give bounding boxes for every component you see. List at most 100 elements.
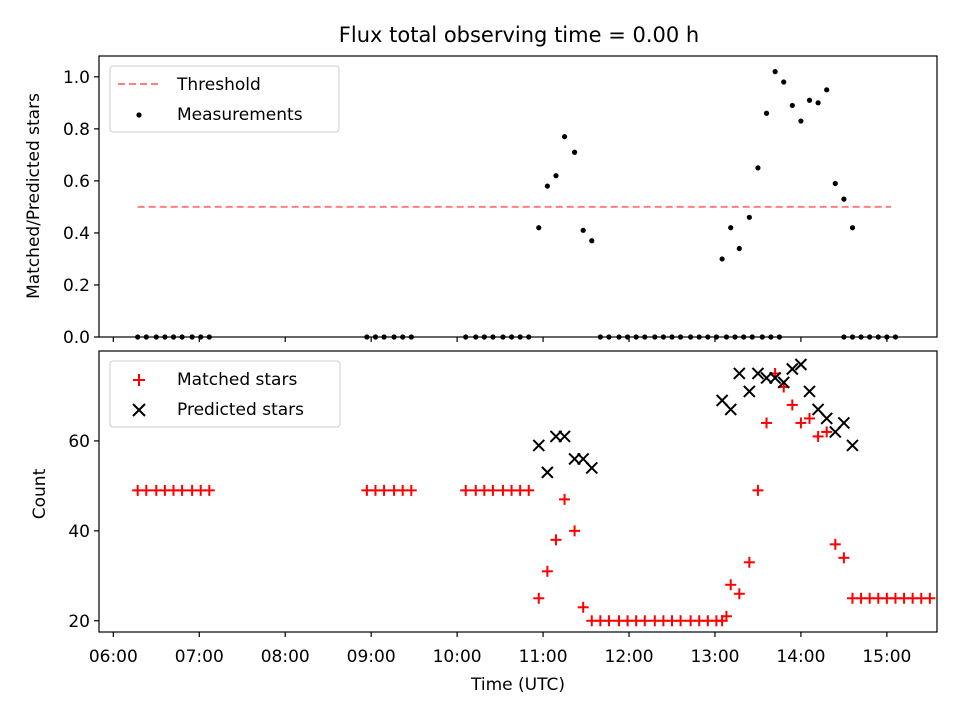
- bottom-panel: 20 40 60 06:00 07:00 08:00 09:00 10:00 11:00 12:…: [30, 350, 938, 695]
- predicted-star-point: [794, 358, 808, 371]
- bottom-legend-box: [109, 360, 341, 428]
- matched-star-point: [812, 430, 824, 442]
- matched-star-point: [838, 552, 850, 564]
- matched-star-point: [541, 565, 553, 577]
- bottom-legend: Matched stars Predicted stars: [109, 360, 341, 428]
- legend-matched-label: Matched stars: [177, 370, 297, 390]
- predicted-star-point: [532, 439, 545, 452]
- measurement-point: [571, 149, 578, 155]
- bottom-x-tick-label: 13:00: [690, 647, 739, 667]
- matched-star-point: [804, 412, 816, 424]
- measurement-point: [824, 87, 830, 93]
- measurement-point: [561, 134, 568, 140]
- bottom-x-tick-label: 09:00: [347, 647, 396, 667]
- matched-star-point: [460, 484, 472, 496]
- measurement-point: [763, 110, 770, 116]
- predicted-star-point: [768, 371, 782, 385]
- top-y-tick-label: 0.4: [63, 224, 90, 244]
- matched-star-point: [924, 592, 936, 604]
- matched-star-point: [550, 534, 562, 546]
- predicted-star-point: [820, 412, 833, 425]
- measurement-point: [580, 227, 586, 233]
- predicted-star-point: [751, 367, 765, 380]
- bottom-x-tick-label: 06:00: [89, 647, 138, 667]
- matched-star-point: [176, 484, 188, 496]
- matched-star-point: [720, 610, 732, 622]
- bottom-x-tick-label: 11:00: [519, 647, 568, 667]
- matched-star-point: [559, 493, 571, 505]
- measurement-point: [736, 245, 742, 252]
- legend-matched-swatch: [133, 374, 145, 386]
- matched-star-point: [821, 426, 833, 438]
- top-chart-title: Flux total observing time = 0.00 h: [339, 23, 699, 47]
- top-plot-frame: [98, 55, 938, 338]
- predicted-star-point: [777, 376, 790, 389]
- measurement-point: [815, 100, 821, 106]
- matched-star-point: [577, 601, 589, 613]
- matched-star-point: [786, 399, 798, 411]
- measurement-point: [772, 69, 778, 75]
- matched-star-point: [378, 484, 390, 496]
- predicted-star-point: [558, 430, 571, 443]
- legend-predicted-swatch: [132, 403, 146, 417]
- top-y-tick-label: 0.0: [63, 328, 90, 348]
- legend-threshold-label: Threshold: [176, 75, 261, 95]
- bottom-x-tick-label: 14:00: [776, 647, 825, 667]
- bottom-x-tick-label: 12:00: [605, 647, 654, 667]
- predicted-star-point: [786, 362, 799, 376]
- legend-measurements-swatch: [136, 112, 142, 118]
- predicted-star-point: [803, 385, 816, 398]
- measurement-point: [849, 225, 856, 231]
- predicted-star-point: [585, 461, 598, 475]
- bottom-x-axis: 06:00 07:00 08:00 09:00 10:00 11:00 12:00 13:00…: [89, 632, 911, 667]
- matched-star-point: [795, 417, 807, 429]
- matched-star-point: [829, 538, 841, 550]
- matched-star-point: [733, 588, 745, 600]
- bottom-y-axis-label: Count: [30, 468, 50, 519]
- top-y-tick-label: 0.8: [63, 120, 90, 140]
- count-points-layer: [132, 358, 936, 627]
- measurement-point: [789, 102, 795, 109]
- measurement-point: [755, 165, 761, 171]
- matched-star-point: [675, 615, 687, 627]
- bottom-x-axis-label: Time (UTC): [470, 675, 565, 695]
- matched-star-point: [405, 484, 417, 496]
- predicted-star-point: [541, 466, 554, 479]
- predicted-star-point: [733, 367, 746, 380]
- top-y-axis: 0.0 0.2 0.4 0.6 0.8 1.0: [63, 68, 99, 348]
- measurement-point: [781, 79, 787, 85]
- legend-predicted-label: Predicted stars: [177, 400, 304, 420]
- measurement-point: [553, 173, 559, 179]
- matched-star-point: [487, 484, 499, 496]
- bottom-y-tick-label: 40: [68, 522, 90, 542]
- matched-star-point: [203, 484, 215, 496]
- predicted-star-point: [724, 403, 737, 416]
- measurement-point: [806, 97, 813, 103]
- matched-star-point: [533, 592, 545, 604]
- matched-star-point: [639, 615, 651, 627]
- matched-star-point: [569, 525, 581, 537]
- bottom-y-tick-label: 20: [68, 612, 90, 632]
- matched-star-point: [725, 579, 737, 591]
- matched-star-point: [752, 484, 764, 496]
- measurement-point: [544, 183, 550, 189]
- top-y-tick-label: 0.2: [63, 276, 90, 296]
- predicted-star-point: [837, 416, 851, 430]
- measurement-point: [841, 196, 847, 202]
- predicted-star-point: [743, 385, 756, 398]
- predicted-star-point: [846, 439, 859, 452]
- bottom-plot-frame: [98, 350, 938, 633]
- measurement-point: [798, 118, 804, 124]
- bottom-x-tick-label: 15:00: [862, 647, 911, 667]
- matched-star-point: [603, 615, 615, 627]
- top-panel: Flux total observing time = 0.00 h 0.0 0.…: [24, 23, 938, 348]
- matched-star-point: [523, 484, 535, 496]
- bottom-y-tick-label: 60: [68, 432, 90, 452]
- measurement-point: [536, 225, 542, 231]
- measurement-point: [832, 180, 838, 187]
- top-y-tick-label: 0.6: [63, 172, 90, 192]
- matched-star-point: [743, 556, 755, 568]
- measurement-point: [589, 238, 595, 244]
- bottom-x-tick-label: 07:00: [175, 647, 224, 667]
- legend-measurements-label: Measurements: [177, 105, 303, 125]
